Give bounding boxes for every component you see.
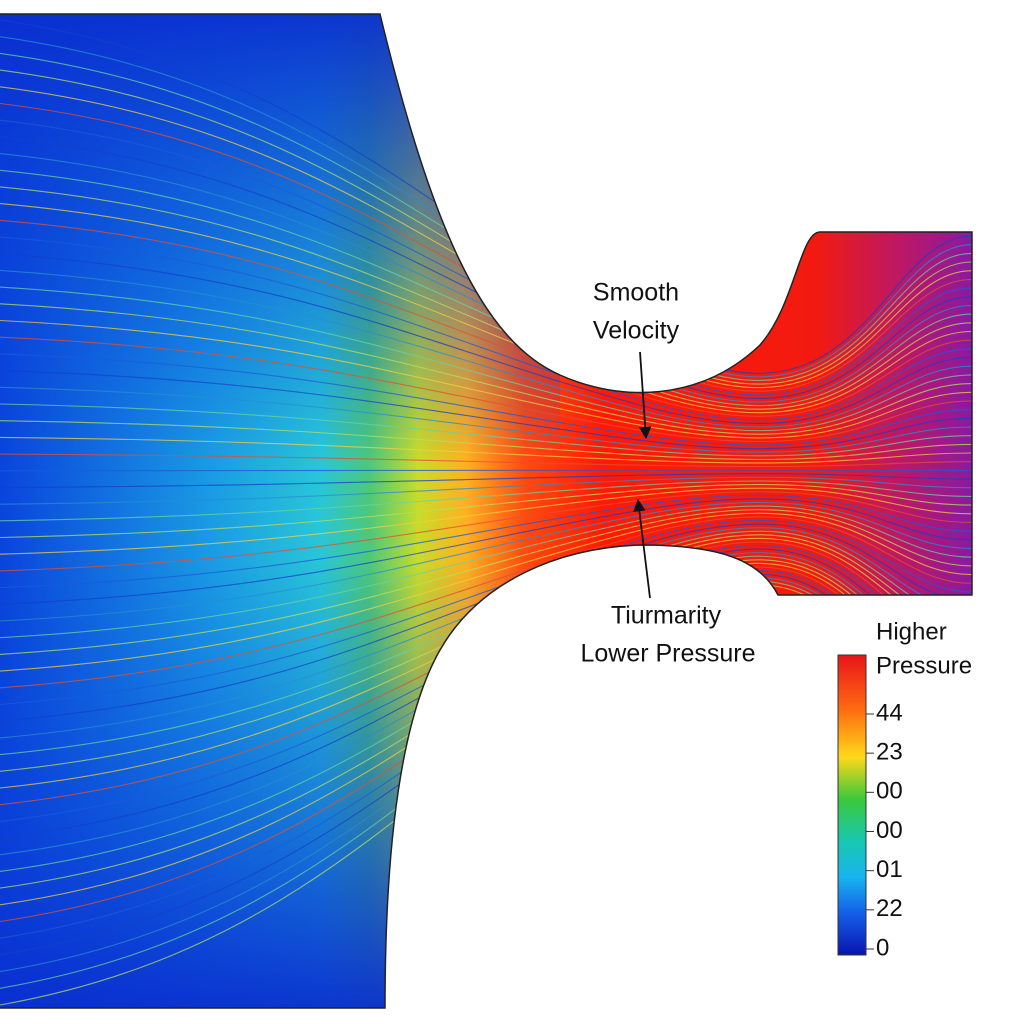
colorbar [837, 654, 867, 956]
annotation-arrow [638, 351, 652, 440]
streamline [0, 480, 972, 522]
streamline [0, 498, 972, 605]
annotation-text: Lower Pressure [580, 640, 755, 668]
colorbar-labels: 44 23 00 00 01 22 0 [866, 699, 903, 961]
streamline [0, 436, 972, 464]
colorbar-label: 23 [876, 739, 903, 766]
streamline [0, 473, 972, 489]
streamline [0, 370, 972, 450]
streamline [0, 420, 972, 460]
streamline [0, 336, 972, 442]
streamline [0, 516, 972, 689]
streamline [0, 453, 972, 468]
domain-outline [0, 13, 973, 1009]
streamline [0, 509, 972, 655]
colorbar-label: 00 [876, 817, 903, 844]
colorbar-label: 0 [876, 934, 889, 961]
streamline [0, 494, 972, 589]
streamline [0, 487, 972, 555]
colorbar-title: Pressure [876, 652, 972, 679]
colorbar-title: Higher [876, 618, 947, 645]
colorbar-label: 22 [876, 895, 903, 922]
streamline [0, 484, 972, 539]
annotation-text: Tiurmarity [611, 602, 722, 630]
streamline [0, 353, 972, 446]
streamline [0, 476, 972, 505]
colorbar-label: 44 [876, 699, 903, 726]
streamline [0, 469, 972, 472]
colorbar-label: 00 [876, 778, 903, 805]
streamline [0, 286, 972, 432]
annotation-text: Smooth [593, 279, 679, 307]
streamline [0, 491, 972, 572]
streamline [0, 319, 972, 439]
streamline [0, 303, 972, 435]
annotation-text: Velocity [593, 317, 680, 345]
streamline [0, 505, 972, 639]
streamline [0, 386, 972, 453]
streamline [0, 403, 972, 457]
flow-field [0, 14, 972, 1008]
streamline [0, 253, 972, 424]
streamline [0, 269, 972, 428]
streamline [0, 501, 972, 622]
streamline [0, 512, 972, 672]
colorbar-label: 01 [876, 856, 903, 883]
annotation-arrow [633, 498, 651, 599]
